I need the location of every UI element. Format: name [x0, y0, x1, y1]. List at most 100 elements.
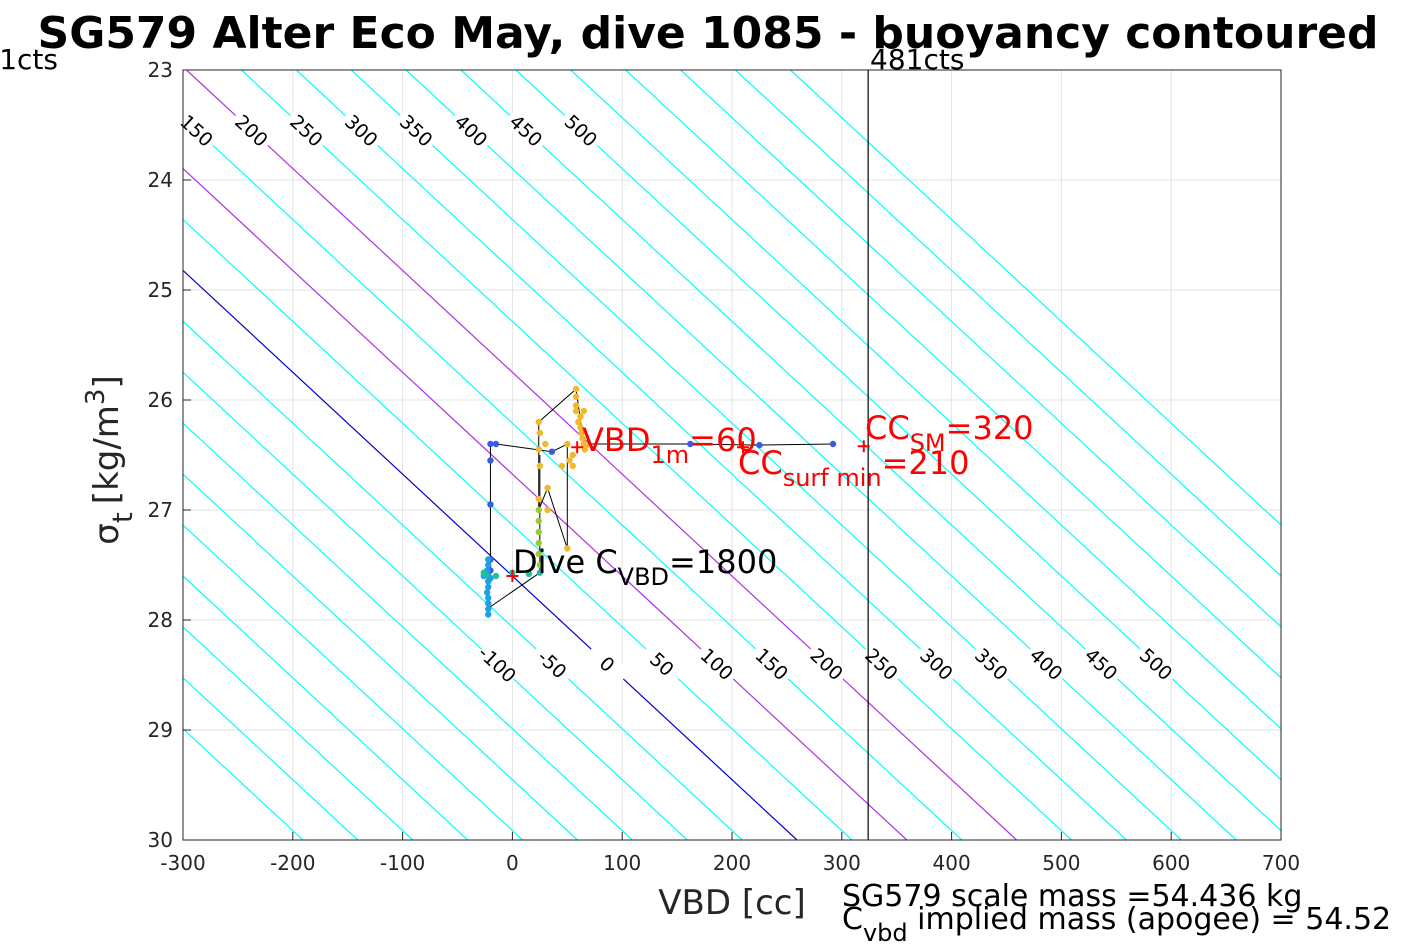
data-point	[582, 443, 590, 450]
data-point	[687, 440, 694, 448]
data-point	[564, 545, 571, 552]
x-tick-label: -300	[160, 851, 205, 875]
y-tick-label: 26	[148, 388, 173, 412]
contour-label-top-bg	[338, 108, 385, 153]
data-point	[572, 393, 580, 400]
data-point	[485, 561, 492, 569]
plus-marker	[736, 441, 749, 454]
data-point	[535, 495, 542, 503]
annotation-cc-surf-min: CCsurf min=210	[738, 444, 970, 492]
data-point	[487, 440, 494, 448]
chart-title: SG579 Alter Eco May, dive 1085 - buoyanc…	[38, 8, 1379, 59]
contour-line	[625, 70, 1281, 679]
contour-label-bottom-bg	[858, 641, 905, 687]
footer-implied-tail: implied mass (apogee) = 54.52	[908, 902, 1392, 937]
data-point	[535, 446, 542, 453]
data-point	[483, 589, 491, 596]
annotation-vbd-1m: VBD1m=60	[582, 421, 757, 469]
contour-line	[183, 626, 414, 840]
x-tick-label: -100	[380, 851, 425, 875]
annotation-dive-main: Dive C	[513, 543, 618, 581]
data-point	[569, 462, 576, 470]
contour-label-top-bg	[558, 108, 605, 153]
footer-implied-mass: Cvbd implied mass (apogee) = 54.52	[842, 902, 1391, 945]
footer-c: C	[842, 902, 863, 937]
contour-line	[183, 167, 908, 840]
x-tick-label: 400	[933, 851, 971, 875]
data-point	[569, 451, 576, 459]
y-label-sup: 3	[81, 389, 111, 406]
footer-scale-mass: SG579 scale mass =54.436 kg	[842, 879, 1302, 914]
x-tick-label: 200	[713, 851, 751, 875]
data-point	[564, 440, 571, 448]
contour-label-top-bg	[173, 108, 220, 153]
data-point	[492, 440, 500, 448]
data-point	[525, 570, 533, 577]
y-tick-label: 30	[148, 828, 173, 852]
contour-line	[183, 473, 578, 840]
data-point	[485, 600, 492, 607]
contour-label-top-bg	[228, 108, 275, 153]
data-point	[572, 385, 580, 393]
vline-label-left: 1cts	[0, 43, 58, 76]
y-axis-label: σt [kg/m3]	[81, 375, 139, 544]
contour-line	[790, 70, 1281, 526]
buoyancy-contours	[183, 70, 1281, 840]
data-point	[535, 550, 542, 558]
data-point	[536, 561, 544, 569]
contour-label-bottom-bg	[694, 641, 740, 687]
x-tick-label: 500	[1042, 851, 1080, 875]
data-point	[485, 611, 492, 618]
contour-line	[183, 320, 743, 840]
contour-line	[183, 575, 469, 840]
data-point	[536, 569, 544, 576]
contour-line	[183, 269, 798, 840]
contour-label-bottom-bg	[749, 641, 795, 687]
annotation-dive-sub: VBD	[618, 563, 669, 591]
contour-line	[405, 70, 1237, 840]
annotation-vbd-1m-main: VBD	[582, 421, 650, 459]
annotation-cc-sm-tail: =320	[946, 409, 1034, 447]
annotation-cc-surf-sub: surf min	[783, 464, 882, 492]
data-point	[535, 517, 542, 525]
contour-label-top-bg	[503, 108, 550, 153]
contour-label-bottom-bg	[584, 641, 631, 687]
contour-line	[183, 524, 523, 840]
y-tick-label: 23	[148, 58, 173, 82]
x-tick-label: 300	[823, 851, 861, 875]
data-point	[485, 556, 492, 563]
data-point	[487, 501, 494, 508]
data-point	[485, 605, 492, 613]
data-point	[577, 424, 584, 431]
y-label-unit: [kg/m	[87, 405, 127, 504]
x-tick-label: 0	[506, 851, 519, 875]
data-point	[487, 457, 494, 464]
data-points	[480, 385, 837, 618]
data-point	[485, 583, 492, 591]
data-point	[544, 484, 551, 492]
contour-line	[183, 422, 633, 840]
data-point	[575, 418, 582, 426]
y-tick-label: 24	[148, 168, 173, 192]
contour-line	[570, 70, 1281, 730]
y-tick-label: 29	[148, 718, 173, 742]
markers	[506, 440, 870, 582]
data-point	[536, 429, 544, 437]
y-label-sigma: σ	[87, 523, 127, 545]
data-point	[578, 429, 585, 437]
contour-label-top-bg	[393, 108, 440, 153]
data-point	[535, 506, 542, 514]
contour-line	[241, 70, 1072, 840]
x-tick-label: -200	[270, 851, 315, 875]
x-tick-label: 100	[603, 851, 641, 875]
footer-c-sub: vbd	[863, 919, 908, 945]
contour-label-bottom-bg	[968, 641, 1015, 687]
data-point	[572, 402, 580, 409]
x-tick-label: 700	[1262, 851, 1300, 875]
contour-line	[183, 218, 853, 840]
y-label-sub: t	[106, 512, 139, 523]
y-tick-label: 27	[148, 498, 173, 522]
data-point	[829, 440, 837, 448]
contour-label-bottom-bg	[913, 641, 960, 687]
